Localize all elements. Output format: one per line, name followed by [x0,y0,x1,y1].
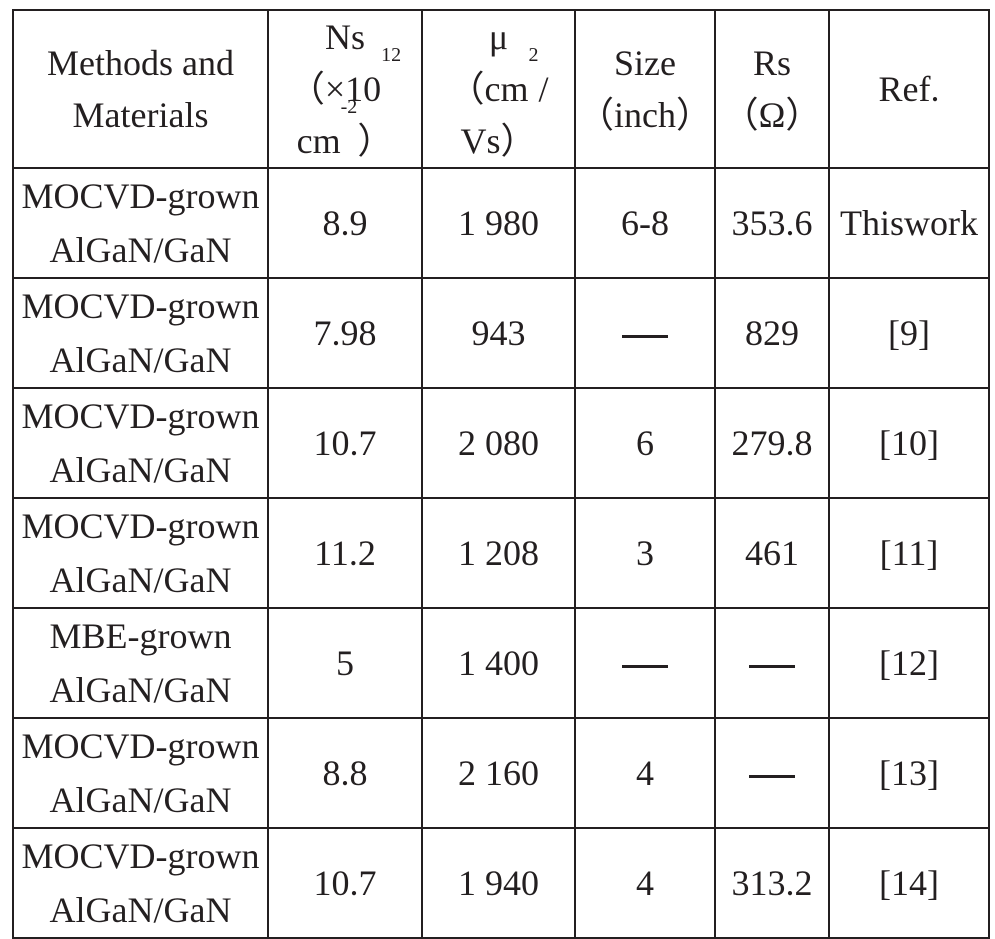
cell-ns: 7.98 [267,277,423,389]
cell-ref: Thiswork [828,167,990,279]
header-line: Vs） [460,121,537,161]
header-line: Ref. [878,69,940,109]
cell-mu: 1 940 [421,827,576,939]
comparison-table: Methods and Materials Ns （×1012 cm-2） μ （cm2… [12,9,990,939]
cell-ref: [12] [828,607,990,719]
cell-rs: 279.8 [714,387,830,499]
header-line: Methods and [47,43,234,83]
cell-ns: 8.8 [267,717,423,829]
superscript: -2 [340,96,358,118]
table-row: MBE-grown AlGaN/GaN 5 1 400 [12] [12,607,990,719]
cell-rs [714,717,830,829]
header-mu: μ （cm2/Vs） [421,9,576,169]
cell-size: 6-8 [574,167,716,279]
table-row: MOCVD-grown AlGaN/GaN 8.8 2 160 4 [13] [12,717,990,829]
cell-mu: 1 980 [421,167,576,279]
cell-size [574,277,716,389]
table-row: MOCVD-grown AlGaN/GaN 11.2 1 208 3 461 [11] [12,497,990,609]
cell-rs: 829 [714,277,830,389]
cell-size: 4 [574,717,716,829]
cell-mu: 943 [421,277,576,389]
dash-mark [749,775,795,779]
header-line: Materials [72,95,209,135]
cell-rs: 313.2 [714,827,830,939]
cell-rs [714,607,830,719]
table-row: MOCVD-grown AlGaN/GaN 7.98 943 829 [9] [12,277,990,389]
cell-method: MOCVD-grown AlGaN/GaN [12,717,269,829]
cell-ns: 5 [267,607,423,719]
header-ref: Ref. [828,9,990,169]
cell-size: 4 [574,827,716,939]
superscript: 12 [381,44,402,66]
method-line: AlGaN/GaN [49,780,232,820]
cell-ns: 10.7 [267,827,423,939]
method-line: AlGaN/GaN [49,890,232,930]
cell-mu: 2 160 [421,717,576,829]
cell-size: 6 [574,387,716,499]
header-row: Methods and Materials Ns （×1012 cm-2） μ （cm2… [12,9,990,169]
cell-ref: [9] [828,277,990,389]
cell-method: MOCVD-grown AlGaN/GaN [12,277,269,389]
method-line: MOCVD-grown [21,836,260,876]
table-body: MOCVD-grown AlGaN/GaN 8.9 1 980 6-8 353.6 This… [12,167,990,939]
method-line: MOCVD-grown [21,176,260,216]
header-line: cm-2） [296,96,394,161]
dash-mark [622,665,668,669]
cell-mu: 1 208 [421,497,576,609]
cell-ref: [10] [828,387,990,499]
method-line: AlGaN/GaN [49,560,232,600]
cell-method: MOCVD-grown AlGaN/GaN [12,167,269,279]
cell-ref: [11] [828,497,990,609]
header-line: （×1012 [288,44,402,109]
cell-rs: 353.6 [714,167,830,279]
dash-mark [622,335,668,339]
cell-method: MOCVD-grown AlGaN/GaN [12,827,269,939]
method-line: AlGaN/GaN [49,670,232,710]
cell-mu: 1 400 [421,607,576,719]
cell-size: 3 [574,497,716,609]
table-row: MOCVD-grown AlGaN/GaN 8.9 1 980 6-8 353.6 This… [12,167,990,279]
cell-method: MOCVD-grown AlGaN/GaN [12,387,269,499]
method-line: MOCVD-grown [21,286,260,326]
header-size: Size （inch） [574,9,716,169]
superscript: 2 [528,44,539,66]
header-ns: Ns （×1012 cm-2） [267,9,423,169]
cell-method: MOCVD-grown AlGaN/GaN [12,497,269,609]
method-line: AlGaN/GaN [49,230,232,270]
method-line: MOCVD-grown [21,396,260,436]
header-methods: Methods and Materials [12,9,269,169]
header-line: Rs [752,43,792,83]
dash-mark [749,665,795,669]
cell-ns: 10.7 [267,387,423,499]
table-row: MOCVD-grown AlGaN/GaN 10.7 1 940 4 313.2 [14] [12,827,990,939]
cell-ref: [13] [828,717,990,829]
header-line: （cm2/ [448,44,549,109]
cell-ref: [14] [828,827,990,939]
method-line: MBE-grown [49,616,232,656]
method-line: MOCVD-grown [21,506,260,546]
cell-rs: 461 [714,497,830,609]
method-line: AlGaN/GaN [49,450,232,490]
cell-size [574,607,716,719]
header-line: Ns [324,17,365,57]
header-line: （Ω） [722,95,822,135]
cell-method: MBE-grown AlGaN/GaN [12,607,269,719]
cell-ns: 11.2 [267,497,423,609]
method-line: AlGaN/GaN [49,340,232,380]
header-rs: Rs （Ω） [714,9,830,169]
header-line: Size [614,43,676,83]
header-line: μ [488,17,509,57]
cell-ns: 8.9 [267,167,423,279]
cell-mu: 2 080 [421,387,576,499]
table-row: MOCVD-grown AlGaN/GaN 10.7 2 080 6 279.8 [10] [12,387,990,499]
header-line: （inch） [578,95,712,135]
method-line: MOCVD-grown [21,726,260,766]
